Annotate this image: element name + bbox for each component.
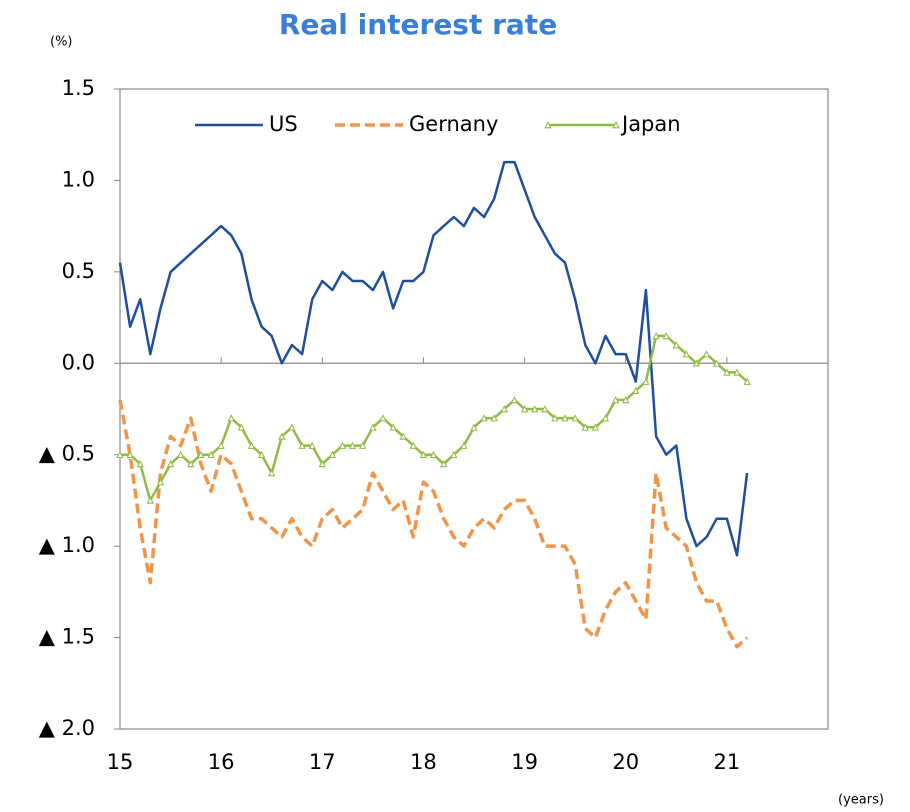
y-tick-label: ▲ 1.5: [39, 625, 95, 649]
y-tick-label: ▲ 2.0: [39, 716, 95, 740]
y-tick-label: 1.5: [62, 76, 95, 100]
x-tick-label: 15: [107, 750, 134, 774]
x-unit: (years): [838, 793, 884, 808]
series-line: [120, 336, 747, 501]
series-line: [118, 399, 749, 649]
plot-frame: [119, 88, 829, 730]
y-tick-label: ▲ 0.5: [39, 442, 95, 466]
x-tick-label: 16: [208, 750, 235, 774]
y-tick-label: 0.5: [62, 259, 95, 283]
x-tick-label: 19: [511, 750, 538, 774]
x-tick-label: 21: [713, 750, 740, 774]
legend-label: Japan: [620, 112, 681, 136]
legend-label: Gernany: [409, 112, 498, 136]
y-unit: (%): [50, 35, 73, 50]
y-tick-label: ▲ 1.0: [39, 533, 95, 557]
x-tick-label: 20: [612, 750, 639, 774]
legend-label: US: [269, 112, 298, 136]
series-line: [118, 160, 749, 557]
x-tick-label: 18: [410, 750, 437, 774]
x-tick-label: 17: [309, 750, 336, 774]
y-tick-label: 0.0: [62, 350, 95, 374]
y-tick-label: 1.0: [62, 167, 95, 191]
chart-title: Real interest rate: [279, 8, 557, 41]
